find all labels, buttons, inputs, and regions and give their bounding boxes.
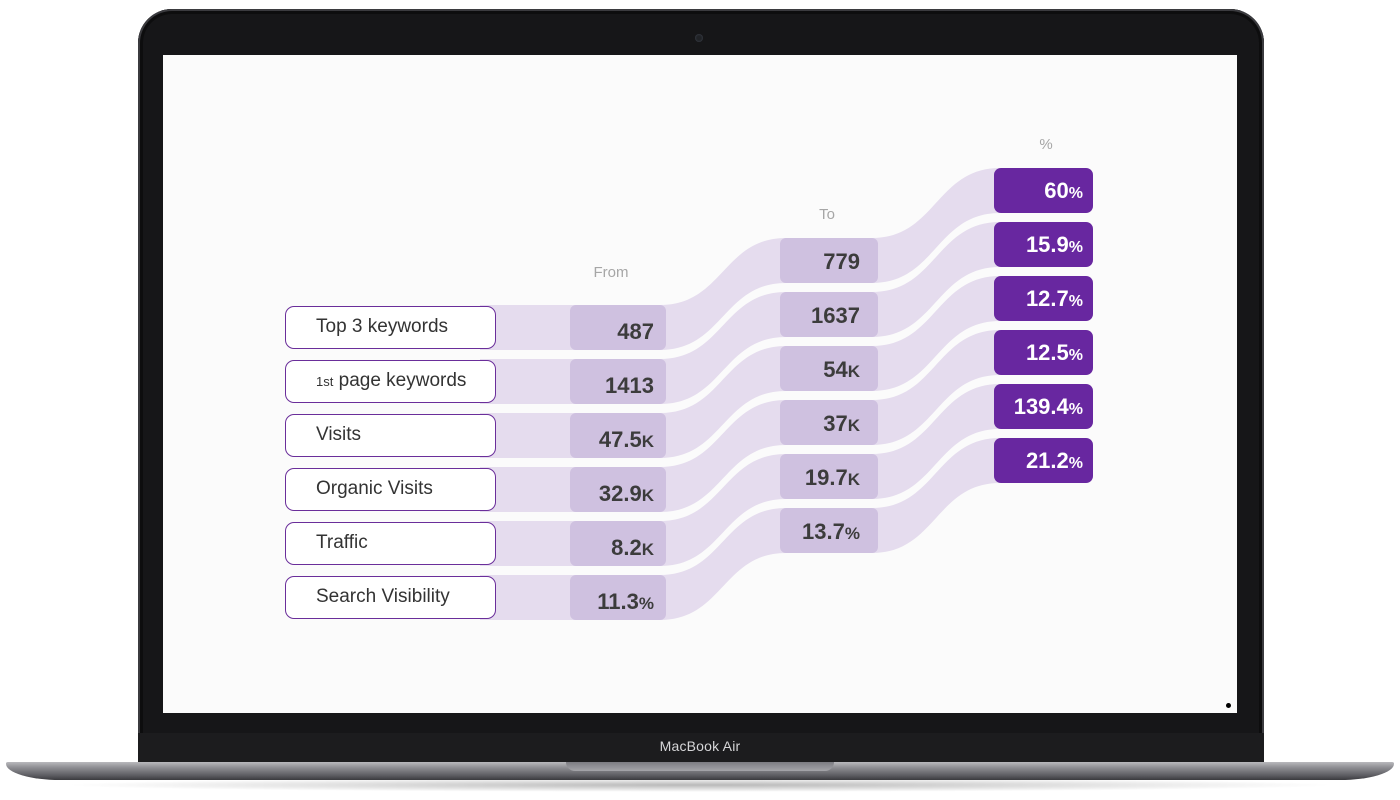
metric-label: Search Visibility [285,576,496,619]
percent-change-box-unit: % [1068,293,1083,310]
from-value-box: 1413 [570,359,666,404]
metric-label-text: Visits [316,424,362,445]
from-value-box-value: 47.5 [598,427,642,452]
percent-change-box: 12.7% [994,276,1093,321]
percent-change-box-value: 139.4 [1013,394,1069,419]
ribbon-from-to [660,400,786,512]
from-value-box-unit: % [638,594,654,613]
ribbon-label-to-from [480,305,580,350]
percent-change-box: 139.4% [994,384,1093,429]
to-value-box: 779 [780,238,878,283]
percent-change-box-unit: % [1068,239,1083,256]
ribbon-label-to-from [480,413,580,458]
from-value-box-value: 487 [617,319,654,344]
percent-change-box-unit: % [1068,185,1083,202]
percent-change-box-unit: % [1068,347,1083,364]
metric-label-text: page keywords [333,370,467,391]
laptop-chin [138,733,1264,763]
to-value-box: 54K [780,346,878,391]
ribbon-label-to-from [480,467,580,512]
from-value-box-unit: K [641,540,654,559]
to-value-box-value: 779 [823,249,860,274]
metric-label-text: Organic Visits [316,478,433,499]
from-value-box: 47.5K [570,413,666,458]
metric-label-text: Top 3 keywords [316,316,449,337]
percent-change-box-value: 15.9 [1025,232,1069,257]
to-value-box: 1637 [780,292,878,337]
metric-label-text: Search Visibility [316,586,450,607]
from-value-box-unit: K [641,432,654,451]
to-value-box: 19.7K [780,454,878,499]
screen-dot [1226,703,1231,708]
percent-change-box: 15.9% [994,222,1093,267]
metric-label-text: Traffic [316,532,368,553]
percent-change-box-value: 12.7 [1025,286,1069,311]
from-value-box-unit: K [641,486,654,505]
to-value-box-unit: % [844,524,860,543]
percent-change-box-value: 60 [1044,178,1069,203]
to-value-box: 13.7% [780,508,878,553]
ribbon-label-to-from [480,521,580,566]
to-value-box-unit: K [847,416,860,435]
column-header-percent: % [1039,136,1053,153]
metric-label: Traffic [285,522,496,565]
percent-change-box-unit: % [1068,455,1083,472]
ribbon-from-to [660,292,786,404]
ribbon-from-to [660,238,786,350]
from-value-box: 11.3% [570,575,666,620]
from-value-box-value: 1413 [605,373,654,398]
camera-icon [695,34,703,42]
to-value-box-value: 54 [823,357,848,382]
ribbon-from-to [660,454,786,566]
laptop-base [6,762,1394,780]
to-value-box-unit: K [847,470,860,489]
from-value-box-value: 11.3 [597,589,639,614]
ribbon-from-to [660,346,786,458]
percent-change-box: 21.2% [994,438,1093,483]
from-value-box: 8.2K [570,521,666,566]
ribbon-label-to-from [480,359,580,404]
percent-change-box: 12.5% [994,330,1093,375]
percent-change-box: 60% [994,168,1093,213]
laptop-shadow [60,778,1340,792]
percent-change-box-unit: % [1068,401,1083,418]
column-header-to: To [819,206,835,223]
column-header-from: From [593,264,629,281]
ribbon-to-percent [872,168,1000,283]
to-value-box-value: 19.7 [804,465,848,490]
ribbon-to-percent [872,438,1000,553]
laptop-opening-notch [566,762,834,771]
percent-change-box-value: 12.5 [1025,340,1069,365]
to-value-box-value: 13.7 [802,519,845,544]
metric-label: Top 3 keywords [285,306,496,349]
from-value-box-value: 8.2 [611,535,642,560]
metric-label-ordinal: 1st [316,374,334,389]
from-value-box: 32.9K [570,467,666,512]
to-value-box-value: 37 [823,411,848,436]
to-value-box: 37K [780,400,878,445]
ribbon-to-percent [872,276,1000,391]
from-value-box: 487 [570,305,666,350]
from-value-box-value: 32.9 [598,481,642,506]
metric-label: 1st page keywords [285,360,496,403]
ribbon-from-to [660,508,786,620]
metric-label: Organic Visits [285,468,496,511]
to-value-box-unit: K [847,362,860,381]
device-brand-label: MacBook Air [659,738,741,754]
percent-change-box-value: 21.2 [1025,448,1069,473]
ribbon-to-percent [872,384,1000,499]
ribbon-to-percent [872,330,1000,445]
to-value-box-value: 1637 [811,303,860,328]
metric-label: Visits [285,414,496,457]
ribbon-label-to-from [480,575,580,620]
ribbon-to-percent [872,222,1000,337]
